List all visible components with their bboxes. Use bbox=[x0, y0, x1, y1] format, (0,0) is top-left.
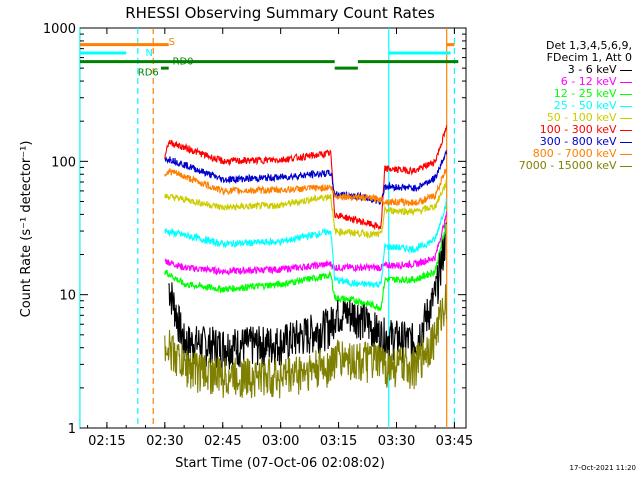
legend-label: 12 - 25 keV bbox=[553, 87, 620, 100]
legend-swatch bbox=[620, 117, 632, 119]
x-tick-label-2: 02:45 bbox=[204, 434, 241, 449]
legend-swatch bbox=[620, 93, 632, 95]
series-line-3 bbox=[164, 198, 448, 289]
y-tick-label-2: 100 bbox=[51, 155, 76, 170]
flag-label-rd6: RD6 bbox=[138, 68, 159, 79]
series-line-4 bbox=[164, 178, 448, 239]
legend-swatch bbox=[620, 153, 632, 155]
generation-timestamp: 17-Oct-2021 11:20 bbox=[569, 464, 636, 472]
legend-items: 3 - 6 keV 6 - 12 keV 12 - 25 keV 25 - 50… bbox=[486, 64, 632, 172]
x-tick-label-5: 03:30 bbox=[378, 434, 415, 449]
series-line-7 bbox=[164, 168, 447, 207]
x-tick-label-3: 03:00 bbox=[262, 434, 299, 449]
legend-swatch bbox=[620, 165, 632, 167]
legend: Det 1,3,4,5,6,9, FDecim 1, Att 0 3 - 6 k… bbox=[486, 40, 632, 172]
x-tick-label-4: 03:15 bbox=[320, 434, 357, 449]
series-line-1 bbox=[164, 211, 448, 276]
legend-item-4: 50 - 100 keV bbox=[486, 112, 632, 124]
x-tick-label-0: 02:15 bbox=[88, 434, 125, 449]
legend-label: 50 - 100 keV bbox=[546, 111, 620, 124]
y-tick-label-1: 10 bbox=[59, 289, 76, 304]
legend-swatch bbox=[620, 105, 632, 107]
y-tick-label-3: 1000 bbox=[43, 22, 76, 37]
legend-label: 100 - 300 keV bbox=[539, 123, 620, 136]
legend-label: 7000 - 15000 keV bbox=[518, 159, 620, 172]
legend-label: 800 - 7000 keV bbox=[532, 147, 620, 160]
legend-item-8: 7000 - 15000 keV bbox=[486, 160, 632, 172]
legend-swatch bbox=[620, 81, 632, 83]
legend-label: 300 - 800 keV bbox=[539, 135, 620, 148]
legend-label: 25 - 50 keV bbox=[553, 99, 620, 112]
legend-swatch bbox=[620, 69, 632, 71]
legend-header-line1: Det 1,3,4,5,6,9, bbox=[545, 39, 632, 52]
legend-label: 3 - 6 keV bbox=[567, 63, 620, 76]
legend-swatch bbox=[620, 141, 632, 143]
legend-item-0: 3 - 6 keV bbox=[486, 64, 632, 76]
plot-area: 02:15 02:30 02:45 03:00 03:15 03:30 03:45 1 10 10… bbox=[43, 22, 473, 449]
legend-label: 6 - 12 keV bbox=[560, 75, 620, 88]
legend-item-2: 12 - 25 keV bbox=[486, 88, 632, 100]
legend-item-5: 100 - 300 keV bbox=[486, 124, 632, 136]
legend-header-line2: FDecim 1, Att 0 bbox=[546, 51, 632, 64]
series-line-2 bbox=[164, 223, 448, 312]
y-axis-label: Count Rate (s⁻¹ detector⁻¹) bbox=[19, 141, 34, 318]
legend-item-3: 25 - 50 keV bbox=[486, 100, 632, 112]
legend-swatch bbox=[620, 129, 632, 131]
series-line-8 bbox=[164, 284, 448, 399]
x-tick-label-6: 03:45 bbox=[436, 434, 473, 449]
chart-title: RHESSI Observing Summary Count Rates bbox=[125, 4, 435, 22]
series-line-6 bbox=[164, 149, 448, 205]
x-axis-label: Start Time (07-Oct-06 02:08:02) bbox=[175, 456, 385, 471]
legend-item-7: 800 - 7000 keV bbox=[486, 148, 632, 160]
flag-label-rd0: RD0 bbox=[173, 57, 194, 68]
series-line-5 bbox=[164, 125, 448, 231]
legend-item-1: 6 - 12 keV bbox=[486, 76, 632, 88]
legend-item-6: 300 - 800 keV bbox=[486, 136, 632, 148]
x-tick-label-1: 02:30 bbox=[146, 434, 183, 449]
flag-label-s: S bbox=[169, 37, 175, 48]
series-line-0 bbox=[168, 222, 447, 370]
flag-label-n: N bbox=[146, 48, 153, 59]
y-tick-label-0: 1 bbox=[68, 422, 76, 437]
